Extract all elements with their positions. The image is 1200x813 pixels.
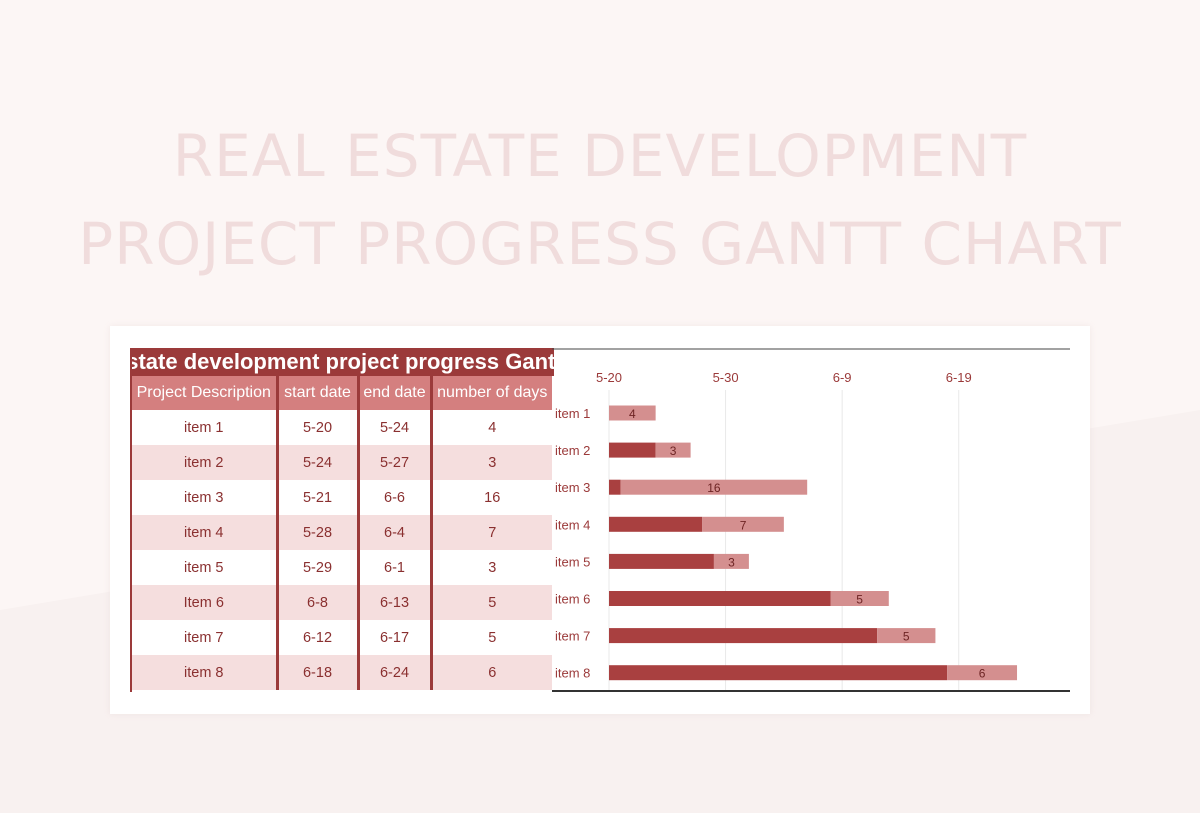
cell-project-description: Item 6: [132, 585, 279, 620]
cell-number-of-days: 3: [431, 550, 552, 585]
cell-project-description: item 4: [132, 515, 279, 550]
cell-project-description: item 8: [132, 655, 279, 690]
header-end-date: end date: [358, 376, 433, 410]
bar-data-label: 6: [979, 667, 986, 681]
duration-bar: [877, 628, 936, 644]
bar-data-label: 3: [728, 555, 735, 569]
bar-data-label: 5: [903, 630, 910, 644]
cell-end-date: 6-17: [358, 620, 433, 655]
cell-number-of-days: 6: [431, 655, 552, 690]
x-tick-label: 6-19: [946, 370, 972, 385]
bar-data-label: 5: [856, 593, 863, 607]
table-header-row: Project Description start date end date …: [132, 376, 552, 410]
cell-end-date: 5-27: [358, 445, 433, 480]
category-label: item 4: [555, 517, 590, 532]
table-row: item 1 5-20 5-24 4: [132, 410, 552, 445]
bar-data-label: 3: [670, 444, 677, 458]
bar-data-label: 4: [629, 407, 636, 421]
offset-bar: [609, 516, 703, 532]
cell-project-description: item 5: [132, 550, 279, 585]
gantt-chart-svg: 5-20 5-30 6-9 6-19 item 1 4 item 2 3 item 3 16 ite…: [552, 348, 1070, 692]
cell-project-description: item 2: [132, 445, 279, 480]
category-label: item 3: [555, 480, 590, 495]
page-title-line-2: PROJECT PROGRESS GANTT CHART: [78, 210, 1122, 278]
cell-start-date: 6-18: [277, 655, 360, 690]
offset-bar: [609, 591, 831, 606]
cell-end-date: 6-24: [358, 655, 433, 690]
x-tick-label: 6-9: [833, 370, 852, 385]
cell-project-description: item 3: [132, 480, 279, 515]
table-row: item 2 5-24 5-27 3: [132, 445, 552, 480]
offset-bar: [609, 628, 878, 644]
duration-bar: [655, 442, 691, 458]
duration-bar: [620, 479, 808, 495]
cell-start-date: 6-12: [277, 620, 360, 655]
cell-number-of-days: 7: [431, 515, 552, 550]
cell-project-description: item 1: [132, 410, 279, 445]
header-number-of-days: number of days: [431, 376, 552, 410]
x-tick-label: 5-20: [596, 370, 622, 385]
category-label: item 1: [555, 406, 590, 421]
x-tick-label: 5-30: [713, 370, 739, 385]
header-project-description: Project Description: [132, 376, 279, 410]
category-label: item 7: [555, 629, 590, 644]
duration-bar: [702, 516, 784, 532]
duration-bar: [713, 553, 749, 569]
table-row: item 4 5-28 6-4 7: [132, 515, 552, 550]
table-row: item 5 5-29 6-1 3: [132, 550, 552, 585]
table-row: item 3 5-21 6-6 16: [132, 480, 552, 515]
cell-end-date: 6-1: [358, 550, 433, 585]
cell-end-date: 6-6: [358, 480, 433, 515]
header-start-date: start date: [277, 376, 360, 410]
cell-start-date: 5-24: [277, 445, 360, 480]
category-label: item 2: [555, 443, 590, 458]
page-title-line-1: REAL ESTATE DEVELOPMENT: [172, 122, 1028, 190]
table-title-bar: Real estate development project progress…: [132, 348, 554, 376]
cell-project-description: item 7: [132, 620, 279, 655]
offset-bar: [609, 553, 714, 569]
project-table: Project Description start date end date …: [132, 376, 552, 690]
page-title: REAL ESTATE DEVELOPMENT PROJECT PROGRESS…: [0, 112, 1200, 288]
category-label: item 8: [555, 666, 590, 681]
table-row: item 7 6-12 6-17 5: [132, 620, 552, 655]
table-row: item 8 6-18 6-24 6: [132, 655, 552, 690]
cell-start-date: 5-29: [277, 550, 360, 585]
duration-bar: [947, 665, 1018, 681]
cell-number-of-days: 5: [431, 620, 552, 655]
category-label: item 5: [555, 554, 590, 569]
offset-bar: [609, 479, 621, 495]
bar-data-label: 7: [740, 518, 747, 532]
cell-number-of-days: 16: [431, 480, 552, 515]
cell-number-of-days: 4: [431, 410, 552, 445]
cell-start-date: 5-21: [277, 480, 360, 515]
offset-bar: [609, 665, 948, 681]
cell-end-date: 6-4: [358, 515, 433, 550]
cell-number-of-days: 5: [431, 585, 552, 620]
offset-bar: [609, 442, 656, 458]
gantt-card: Real estate development project progress…: [110, 326, 1090, 714]
project-table-panel: Real estate development project progress…: [130, 348, 554, 692]
duration-bar: [609, 405, 656, 421]
category-label: item 6: [555, 592, 590, 607]
gantt-chart: 5-20 5-30 6-9 6-19 item 1 4 item 2 3 item 3 16 ite…: [552, 348, 1070, 692]
table-row: Item 6 6-8 6-13 5: [132, 585, 552, 620]
cell-start-date: 6-8: [277, 585, 360, 620]
cell-start-date: 5-20: [277, 410, 360, 445]
table-title: Real estate development project progress…: [132, 349, 554, 374]
cell-end-date: 5-24: [358, 410, 433, 445]
table-body: item 1 5-20 5-24 4 item 2 5-24 5-27 3 item 3 5-21…: [132, 410, 552, 690]
duration-bar: [830, 591, 889, 606]
cell-start-date: 5-28: [277, 515, 360, 550]
bar-data-label: 16: [707, 481, 721, 495]
cell-end-date: 6-13: [358, 585, 433, 620]
cell-number-of-days: 3: [431, 445, 552, 480]
